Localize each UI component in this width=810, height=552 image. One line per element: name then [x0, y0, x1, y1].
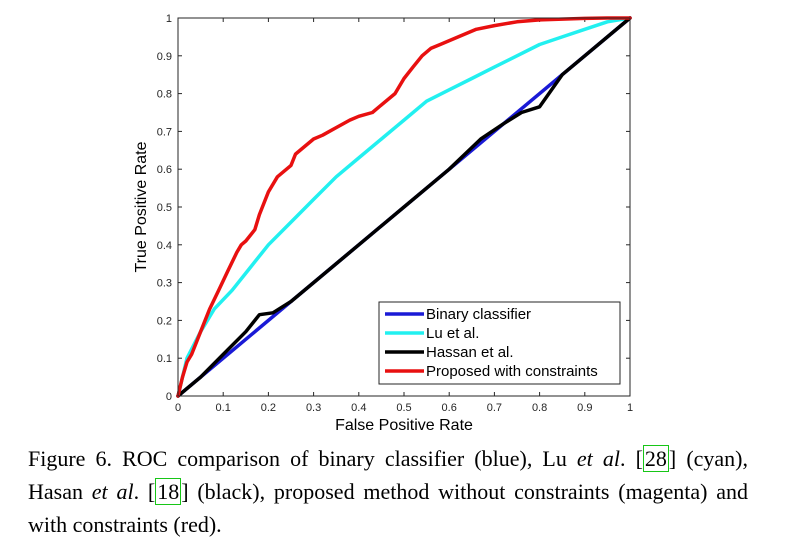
caption-text-1: Figure 6. ROC comparison of binary class… [28, 446, 577, 471]
legend-label-1: Lu et al. [426, 325, 479, 342]
x-tick-labels: 0 0.1 0.2 0.3 0.4 0.5 0.6 0.7 0.8 0.9 1 [175, 402, 633, 414]
x-tick-label: 0.5 [396, 402, 411, 414]
x-tick-label: 0.6 [442, 402, 457, 414]
citation-link-28[interactable]: 28 [642, 445, 669, 472]
x-tick-label: 1 [627, 402, 633, 414]
y-tick-label: 0.5 [157, 202, 172, 214]
y-tick-label: 0.8 [157, 89, 172, 101]
x-tick-label: 0.7 [487, 402, 502, 414]
x-axis-label: False Positive Rate [335, 417, 473, 434]
series-line-2 [176, 16, 632, 398]
citation-link-18[interactable]: 18 [155, 478, 182, 505]
x-tick-label: 0.3 [306, 402, 321, 414]
legend: Binary classifier Lu et al. Hassan et al. P… [378, 301, 621, 385]
caption-text-5: (black), proposed method without constra… [28, 479, 748, 537]
y-axis-label: True Positive Rate [133, 141, 150, 272]
caption-text-3: (cyan), Hasan [28, 446, 748, 504]
series-line-1 [176, 16, 632, 398]
series-line-3 [176, 16, 632, 398]
y-tick-label: 0.6 [157, 164, 172, 176]
y-tick-label: 0.7 [157, 126, 172, 138]
y-tick-label: 0.2 [157, 315, 172, 327]
x-tick-label: 0 [175, 402, 181, 414]
caption-text-2: . [620, 446, 636, 471]
y-tick-label: 0.4 [157, 240, 172, 252]
x-tick-label: 0.1 [216, 402, 231, 414]
x-tick-label: 0.2 [261, 402, 276, 414]
roc-chart: 0 0.1 0.2 0.3 0.4 0.5 0.6 0.7 0.8 0.9 1 0 0.1 0.2 0.3… [133, 13, 633, 434]
y-tick-label: 0.3 [157, 278, 172, 290]
y-tick-labels: 0 0.1 0.2 0.3 0.4 0.5 0.6 0.7 0.8 0.9 1 [157, 13, 172, 403]
y-tick-label: 0.1 [157, 353, 172, 365]
x-tick-label: 0.8 [532, 402, 547, 414]
caption-etal-2: et al [91, 479, 134, 504]
caption-text-4: . [133, 479, 148, 504]
x-tick-label: 0.9 [577, 402, 592, 414]
plot-frame [177, 17, 631, 397]
series-layer [176, 16, 632, 398]
x-tick-label: 0.4 [351, 402, 366, 414]
y-tick-label: 1 [166, 13, 172, 25]
y-tick-label: 0.9 [157, 51, 172, 63]
caption-etal-1: et al [576, 446, 620, 471]
figure-caption: Figure 6. ROC comparison of binary class… [28, 445, 748, 537]
y-tick-label: 0 [166, 391, 172, 403]
legend-label-0: Binary classifier [426, 306, 531, 323]
legend-label-3: Proposed with constraints [426, 363, 598, 380]
legend-label-2: Hassan et al. [426, 344, 514, 361]
